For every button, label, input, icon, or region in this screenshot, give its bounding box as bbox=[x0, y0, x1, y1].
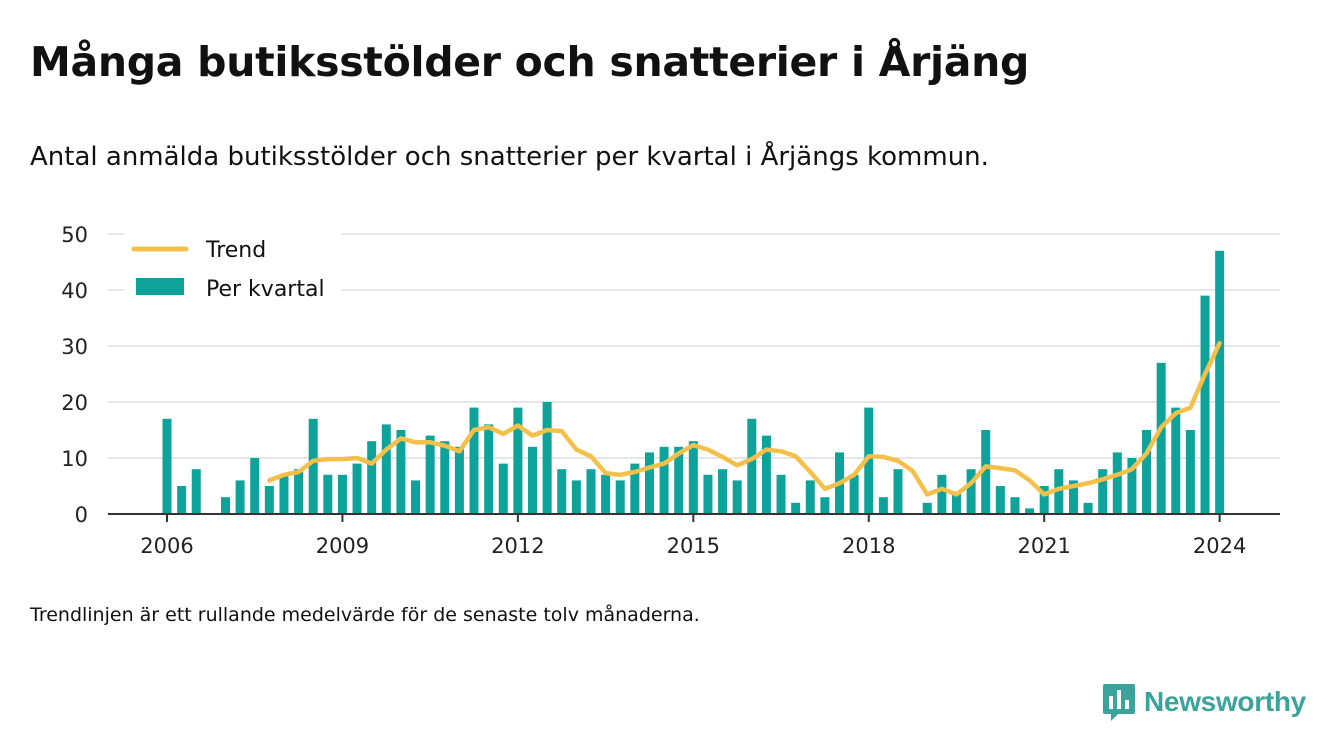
bar bbox=[440, 441, 450, 514]
bar bbox=[542, 402, 552, 514]
bar bbox=[674, 446, 684, 514]
bar bbox=[162, 418, 172, 514]
bar bbox=[1054, 469, 1064, 514]
bar bbox=[791, 502, 801, 514]
bar bbox=[528, 446, 537, 514]
bar bbox=[381, 424, 391, 514]
bar bbox=[1039, 486, 1049, 514]
bar bbox=[177, 486, 187, 514]
bar bbox=[951, 491, 961, 514]
bar bbox=[1127, 458, 1137, 514]
bar bbox=[747, 418, 757, 514]
bar bbox=[966, 469, 976, 514]
bar bbox=[820, 497, 830, 514]
bar bbox=[352, 463, 362, 514]
bar bbox=[995, 486, 1005, 514]
y-tick-label-10: 10 bbox=[61, 447, 88, 471]
bar bbox=[425, 435, 435, 514]
bar bbox=[893, 469, 903, 514]
bar bbox=[937, 474, 947, 514]
bar bbox=[659, 446, 669, 514]
bar bbox=[703, 474, 713, 514]
bar bbox=[235, 480, 245, 514]
bar bbox=[718, 469, 728, 514]
x-tick-label-2024: 2024 bbox=[1193, 534, 1246, 558]
x-tick-label-2006: 2006 bbox=[140, 534, 193, 558]
bar bbox=[761, 435, 771, 514]
x-tick-label-2009: 2009 bbox=[316, 534, 369, 558]
bar bbox=[688, 441, 698, 514]
x-tick-label-2015: 2015 bbox=[667, 534, 720, 558]
chart-subtitle: Antal anmälda butiksstölder och snatteri… bbox=[30, 142, 989, 172]
bar bbox=[571, 480, 581, 514]
x-tick-label-2012: 2012 bbox=[491, 534, 544, 558]
bar bbox=[644, 452, 654, 514]
y-tick-label-30: 30 bbox=[61, 335, 88, 359]
bar bbox=[1010, 497, 1020, 514]
brand-logo: Newsworthy bbox=[1102, 682, 1306, 722]
bar bbox=[1156, 362, 1166, 514]
y-tick-label-50: 50 bbox=[61, 223, 88, 247]
trend-line bbox=[267, 340, 1222, 497]
x-tick-label-2021: 2021 bbox=[1017, 534, 1070, 558]
bar bbox=[1098, 469, 1108, 514]
bar bbox=[630, 463, 640, 514]
legend-background bbox=[124, 230, 342, 318]
bar bbox=[1112, 452, 1122, 514]
bar bbox=[220, 497, 230, 514]
bar bbox=[1171, 407, 1181, 514]
bar bbox=[1215, 250, 1225, 515]
chart-title: Många butiksstölder och snatterier i Årj… bbox=[30, 38, 1030, 86]
bar bbox=[498, 463, 508, 514]
bar bbox=[776, 474, 786, 514]
bar bbox=[337, 474, 347, 514]
bar bbox=[732, 480, 742, 514]
bar bbox=[586, 469, 596, 514]
axes: 0 10 20 30 40 50 2006 2009 2012 2015 2018 2021 2024 bbox=[61, 223, 1280, 558]
bar bbox=[864, 407, 874, 514]
bar bbox=[1025, 508, 1035, 514]
bar bbox=[601, 474, 611, 514]
legend-label-per-kvartal: Per kvartal bbox=[206, 277, 325, 302]
bar bbox=[981, 430, 991, 514]
y-tick-label-40: 40 bbox=[61, 279, 88, 303]
bar bbox=[454, 446, 464, 514]
bar bbox=[323, 474, 333, 514]
bar bbox=[878, 497, 888, 514]
footnote: Trendlinjen är ett rullande medelvärde f… bbox=[30, 604, 700, 626]
bar bbox=[308, 418, 318, 514]
y-tick-label-20: 20 bbox=[61, 391, 88, 415]
bar bbox=[264, 486, 274, 514]
bar bbox=[922, 502, 932, 514]
bar bbox=[1142, 430, 1152, 514]
bars-per-kvartal bbox=[162, 250, 1225, 515]
bar bbox=[396, 430, 406, 514]
bar bbox=[1185, 430, 1195, 514]
bar bbox=[367, 441, 377, 514]
bar bbox=[615, 480, 625, 514]
bar bbox=[279, 474, 289, 514]
bar bbox=[469, 407, 479, 514]
brand-name: Newsworthy bbox=[1144, 686, 1306, 717]
bar bbox=[1068, 480, 1078, 514]
bar bbox=[805, 480, 815, 514]
bar bbox=[849, 474, 859, 514]
legend-swatch-per-kvartal bbox=[136, 278, 184, 295]
bar bbox=[294, 469, 304, 514]
legend: Trend Per kvartal bbox=[124, 230, 342, 318]
bar bbox=[1083, 502, 1093, 514]
bar bbox=[484, 424, 494, 514]
trend-line-group bbox=[267, 340, 1222, 497]
bar bbox=[411, 480, 421, 514]
bar bbox=[250, 458, 260, 514]
bar bbox=[1200, 295, 1210, 514]
bar bbox=[557, 469, 567, 514]
legend-label-trend: Trend bbox=[205, 238, 266, 263]
y-tick-label-0: 0 bbox=[75, 503, 88, 527]
bar bbox=[191, 469, 201, 514]
newsworthy-logo-icon bbox=[1103, 684, 1135, 721]
x-tick-label-2018: 2018 bbox=[842, 534, 895, 558]
bar bbox=[513, 407, 523, 514]
